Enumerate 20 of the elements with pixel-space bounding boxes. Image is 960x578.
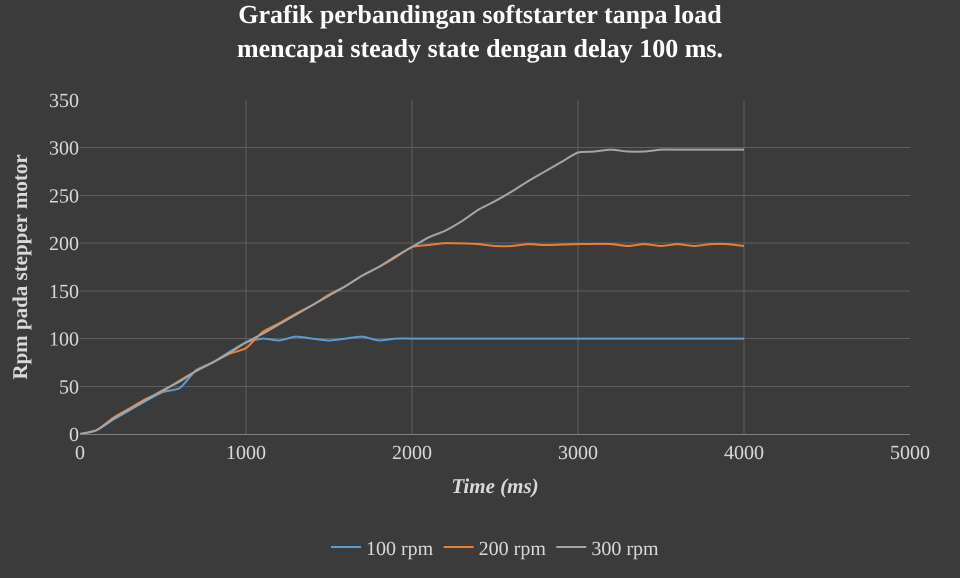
y-tick-label: 0 bbox=[69, 424, 79, 446]
y-tick-label: 300 bbox=[49, 138, 79, 160]
x-tick-label: 3000 bbox=[558, 442, 598, 464]
y-tick-label: 250 bbox=[49, 185, 79, 208]
legend-label: 200 rpm bbox=[478, 538, 546, 560]
line-series bbox=[80, 148, 745, 434]
y-tick-label: 100 bbox=[49, 328, 79, 351]
x-tick-label: 5000 bbox=[890, 442, 930, 464]
x-axis-title: Time (ms) bbox=[451, 474, 539, 498]
x-tick-label: 4000 bbox=[724, 442, 764, 464]
chart-title: Grafik perbandingan softstarter tanpa load mencapai steady state dengan delay 100 ms. bbox=[236, 0, 724, 63]
y-tick-label: 350 bbox=[49, 90, 79, 112]
x-tick-label: 1000 bbox=[226, 442, 266, 464]
legend-label: 300 rpm bbox=[591, 538, 659, 560]
y-axis-title: Rpm pada stepper motor bbox=[8, 154, 32, 380]
y-tick-label: 200 bbox=[49, 233, 79, 256]
x-tick-label: 2000 bbox=[392, 442, 432, 464]
legend-label: 100 rpm bbox=[366, 538, 434, 560]
y-tick-label: 150 bbox=[49, 280, 79, 303]
y-tick-label: 50 bbox=[59, 376, 79, 398]
